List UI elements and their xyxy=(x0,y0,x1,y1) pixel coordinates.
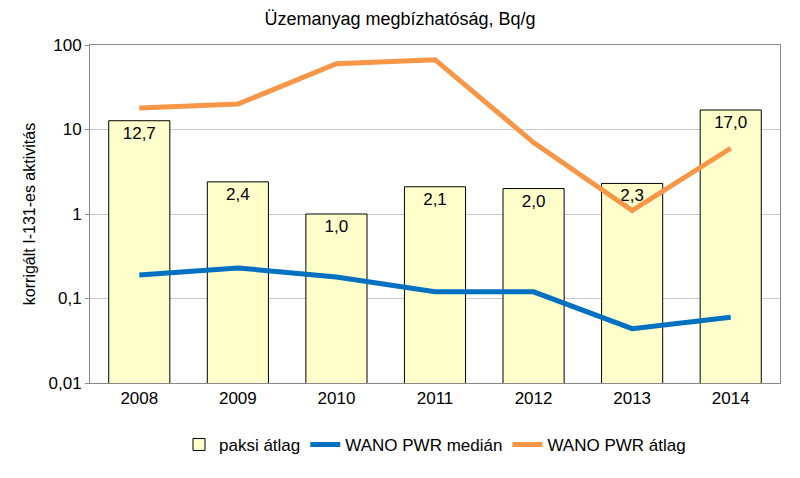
svg-text:2,4: 2,4 xyxy=(226,185,250,204)
svg-text:2009: 2009 xyxy=(219,389,257,408)
svg-text:Üzemanyag megbízhatóság, Bq/g: Üzemanyag megbízhatóság, Bq/g xyxy=(264,9,535,29)
svg-text:2,1: 2,1 xyxy=(423,190,447,209)
svg-text:korrigált I-131-es aktivitás: korrigált I-131-es aktivitás xyxy=(21,123,38,305)
svg-text:2014: 2014 xyxy=(712,389,750,408)
svg-text:2013: 2013 xyxy=(613,389,651,408)
svg-text:100: 100 xyxy=(53,36,81,55)
svg-text:2,0: 2,0 xyxy=(522,192,546,211)
svg-text:2008: 2008 xyxy=(120,389,158,408)
svg-text:17,0: 17,0 xyxy=(714,113,747,132)
svg-text:12,7: 12,7 xyxy=(123,124,156,143)
svg-text:10: 10 xyxy=(63,120,82,139)
svg-text:0,1: 0,1 xyxy=(58,289,82,308)
svg-text:1,0: 1,0 xyxy=(325,217,349,236)
svg-text:2012: 2012 xyxy=(515,389,553,408)
svg-text:2011: 2011 xyxy=(417,389,454,408)
svg-text:2,3: 2,3 xyxy=(620,186,644,205)
svg-text:paksi átlag: paksi átlag xyxy=(219,436,300,455)
svg-text:0,01: 0,01 xyxy=(49,374,82,393)
svg-text:WANO PWR medián: WANO PWR medián xyxy=(345,436,502,455)
svg-text:2010: 2010 xyxy=(318,389,356,408)
svg-text:WANO PWR átlag: WANO PWR átlag xyxy=(547,436,685,455)
svg-text:1: 1 xyxy=(72,205,81,224)
